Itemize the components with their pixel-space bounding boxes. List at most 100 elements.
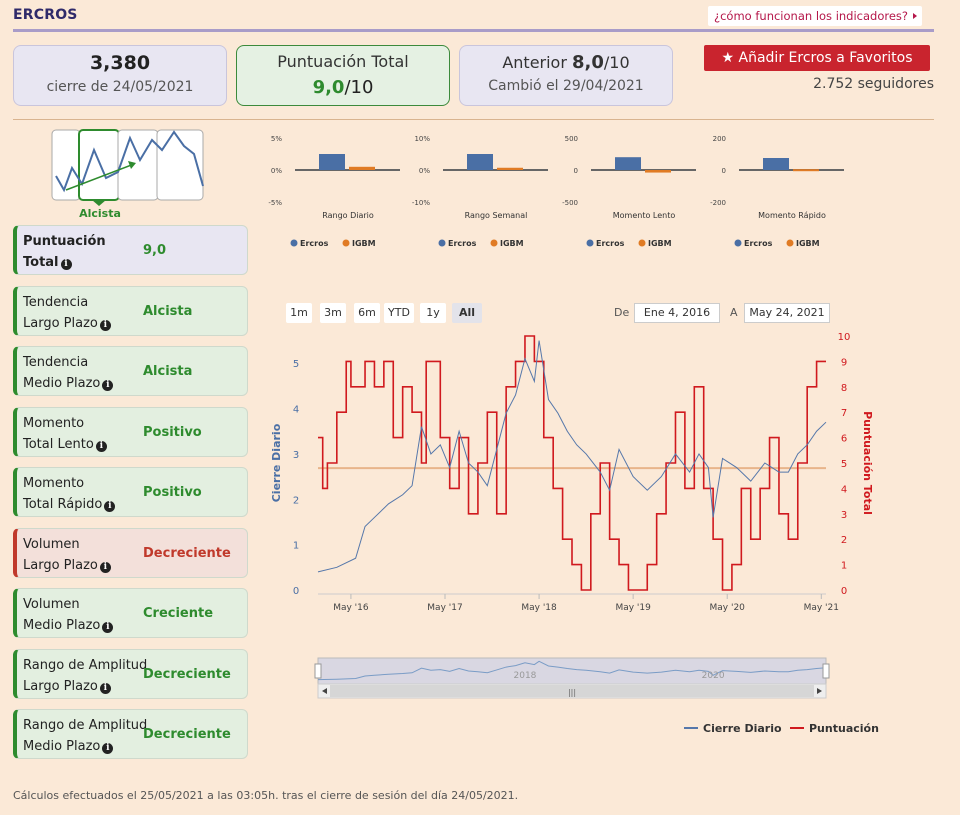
navigator-series-line <box>317 660 827 681</box>
close-price-series-line <box>317 340 827 573</box>
total-score-label: Puntuación Total <box>277 52 409 71</box>
date-from-label: De <box>614 306 630 319</box>
mini-bar-igbm <box>349 166 375 170</box>
close-price-card: 3,380 cierre de 24/05/2021 <box>13 45 227 106</box>
y-right-tick-label: 3 <box>841 510 847 521</box>
y-left-axis-label: Cierre Diario <box>270 423 283 502</box>
mini-chart-title: Momento Lento <box>613 211 676 220</box>
total-score-card: Puntuación Total 9,0/10 <box>236 45 450 106</box>
navigator-handle-right <box>822 663 830 679</box>
indicator-name: Medio Plazo <box>23 618 101 633</box>
indicator-name: Volumen <box>23 597 80 612</box>
indicator-name: Total Rápido <box>23 497 103 512</box>
info-icon[interactable]: i <box>99 320 111 331</box>
indicator-volume-long[interactable]: Volumen Largo Plazo i Decreciente <box>13 528 248 578</box>
date-to-input[interactable]: May 24, 2021 <box>744 303 830 323</box>
info-icon[interactable]: i <box>102 622 114 633</box>
calculation-note: Cálculos efectuados el 25/05/2021 a las … <box>13 789 519 802</box>
scrollbar-grip-icon: ||| <box>568 688 576 697</box>
indicator-trend-medium[interactable]: Tendencia Medio Plazo i Alcista <box>13 346 248 396</box>
page-title: ERCROS <box>13 7 78 23</box>
indicator-trend-long[interactable]: Tendencia Largo Plazo i Alcista <box>13 286 248 336</box>
range-button-3m[interactable]: 3m <box>320 303 346 323</box>
legend-dot-icon <box>490 239 498 247</box>
help-link-label: ¿cómo funcionan los indicadores? <box>714 9 909 23</box>
info-icon[interactable]: i <box>102 380 114 391</box>
mini-chart-title: Rango Semanal <box>465 211 528 220</box>
indicator-value: Positivo <box>143 425 202 440</box>
mini-y-tick-label: 0% <box>271 167 282 175</box>
indicator-name: Largo Plazo <box>23 316 98 331</box>
y-left-tick-label: 2 <box>293 495 299 506</box>
indicator-name: Puntuación <box>23 234 106 249</box>
indicator-value: Creciente <box>143 606 214 621</box>
info-icon[interactable]: i <box>99 683 111 694</box>
mini-bar-igbm <box>645 170 671 173</box>
y-right-tick-label: 2 <box>841 535 847 546</box>
y-right-axis-label: Puntuación Total <box>861 411 874 515</box>
indicator-volume-medium[interactable]: Volumen Medio Plazo i Creciente <box>13 588 248 638</box>
mini-y-tick-label: -5% <box>268 199 282 207</box>
indicator-name: Largo Plazo <box>23 679 98 694</box>
info-icon[interactable]: i <box>102 743 114 754</box>
indicator-range-medium[interactable]: Rango de Amplitud Medio Plazo i Decreciente <box>13 709 248 759</box>
indicator-name: Total Lento <box>23 437 94 452</box>
legend-close-label: Cierre Diario <box>703 722 782 735</box>
followers-count: 2.752 seguidores <box>813 76 934 92</box>
add-favorites-button[interactable]: ★ Añadir Ercros a Favoritos <box>704 45 930 71</box>
indicator-momentum-fast[interactable]: Momento Total Rápido i Positivo <box>13 467 248 517</box>
scroll-right-icon <box>817 688 822 694</box>
indicator-name: Medio Plazo <box>23 739 101 754</box>
legend-dot-icon <box>290 239 298 247</box>
navigator-label: 2018 <box>514 671 537 681</box>
x-tick-label: May '17 <box>427 603 462 613</box>
legend-score-label: Puntuación <box>809 722 879 735</box>
range-button-ytd[interactable]: YTD <box>384 303 414 323</box>
indicator-value: Decreciente <box>143 727 231 742</box>
mini-bar-charts: 5% 0% -5% Rango Diario Ercros IGBM 10% 0% -10% Ra… <box>268 135 844 248</box>
indicator-name: Tendencia <box>23 355 89 370</box>
info-icon[interactable]: i <box>99 562 111 573</box>
y-left-tick-label: 1 <box>293 541 299 552</box>
legend-dot-icon <box>342 239 350 247</box>
previous-score-value: 8,0 <box>572 52 604 73</box>
add-favorites-label: Añadir Ercros a Favoritos <box>738 50 913 66</box>
thumb-frame-selected <box>78 129 120 201</box>
info-icon[interactable]: i <box>60 259 72 270</box>
range-button-1m[interactable]: 1m <box>286 303 312 323</box>
y-left-tick-label: 5 <box>293 359 299 370</box>
mini-bar-igbm <box>793 169 819 172</box>
indicator-momentum-slow[interactable]: Momento Total Lento i Positivo <box>13 407 248 457</box>
info-icon[interactable]: i <box>95 441 107 452</box>
range-button-all[interactable]: All <box>452 303 482 323</box>
mini-y-tick-label: 200 <box>713 135 726 143</box>
range-button-6m[interactable]: 6m <box>354 303 380 323</box>
score-series-line <box>318 335 826 591</box>
info-icon[interactable]: i <box>104 501 116 512</box>
indicator-total-score[interactable]: Puntuación Total i 9,0 <box>13 225 248 275</box>
x-tick-label: May '16 <box>333 603 369 613</box>
mini-bar-ercros <box>763 158 789 170</box>
indicator-range-long[interactable]: Rango de Amplitud Largo Plazo i Decreciente <box>13 649 248 699</box>
mini-bar-ercros <box>319 154 345 170</box>
navigator-label: 2020 <box>702 671 725 681</box>
mini-chart-title: Momento Rápido <box>758 211 826 220</box>
x-tick-label: May '19 <box>615 603 651 613</box>
indicator-name: Largo Plazo <box>23 558 98 573</box>
main-chart: 0 1 2 3 4 5 0 1 2 3 4 5 6 7 8 9 10 Cierre Diario Puntuació… <box>270 332 879 735</box>
date-from-input[interactable]: Ene 4, 2016 <box>634 303 720 323</box>
trend-thumb-label: Alcista <box>79 207 121 220</box>
y-right-tick-label: 9 <box>841 357 847 368</box>
legend-dot-icon <box>438 239 446 247</box>
range-button-1y[interactable]: 1y <box>420 303 446 323</box>
total-score-suffix: /10 <box>344 77 374 98</box>
mini-bar-ercros <box>467 154 493 170</box>
indicator-value: Alcista <box>143 364 193 379</box>
help-link[interactable]: ¿cómo funcionan los indicadores? <box>708 6 923 26</box>
mini-chart-3: 500 0 -500 Momento Lento Ercros IGBM <box>562 135 696 248</box>
indicator-name: Momento <box>23 416 85 431</box>
x-tick-label: May '21 <box>804 603 839 613</box>
previous-score-card: Anterior 8,0/10 Cambió el 29/04/2021 <box>459 45 673 106</box>
indicator-name: Medio Plazo <box>23 376 101 391</box>
mini-legend-label: Ercros <box>300 239 329 248</box>
